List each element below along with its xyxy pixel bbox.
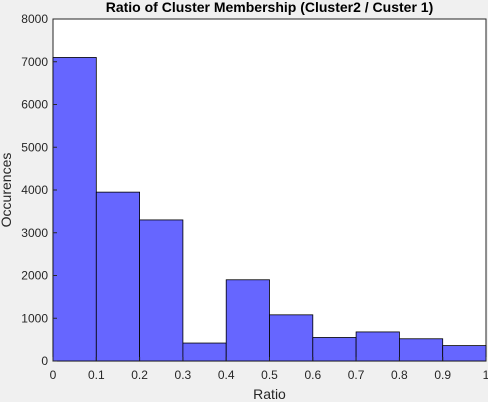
y-tick-label: 5000 [21,140,48,154]
x-tick-label: 0 [50,368,57,382]
y-tick-label: 7000 [21,55,48,69]
histogram-bar [269,314,314,362]
y-axis-title: Occurences [0,153,14,228]
x-tick-label: 0.2 [131,368,148,382]
histogram-bar [312,337,357,362]
histogram-bar [398,338,444,362]
x-tick-label: 0.5 [261,368,278,382]
histogram-bar [95,191,141,362]
y-tick-label: 4000 [21,183,48,197]
x-tick-label: 0.9 [434,368,451,382]
x-tick-label: 1 [483,368,488,382]
histogram-bar [139,219,184,362]
y-tick-label: 3000 [21,226,48,240]
x-tick-label: 0.4 [218,368,235,382]
x-axis-title: Ratio [253,386,286,402]
bars-group [52,57,487,362]
y-tick-label: 8000 [21,12,48,26]
x-axis: 0 0.1 0.2 0.3 0.4 0.5 0.6 0.7 0.8 0.9 1 [50,357,488,382]
y-tick-label: 6000 [21,98,48,112]
y-tick-label: 0 [41,354,48,368]
x-tick-label: 0.8 [391,368,408,382]
histogram-bar [442,345,487,362]
y-tick-label: 1000 [21,311,48,325]
y-axis: 0 1000 2000 3000 4000 5000 6000 7000 8000 [21,12,57,368]
histogram-bar [355,331,400,362]
histogram-bar [182,342,227,362]
y-tick-label: 2000 [21,269,48,283]
x-tick-label: 0.6 [304,368,321,382]
x-tick-label: 0.7 [348,368,365,382]
histogram-bar [52,57,97,362]
x-tick-label: 0.1 [88,368,105,382]
histogram-bar [225,279,270,362]
x-tick-label: 0.3 [175,368,192,382]
chart-title: Ratio of Cluster Membership (Cluster2 / … [106,0,434,15]
